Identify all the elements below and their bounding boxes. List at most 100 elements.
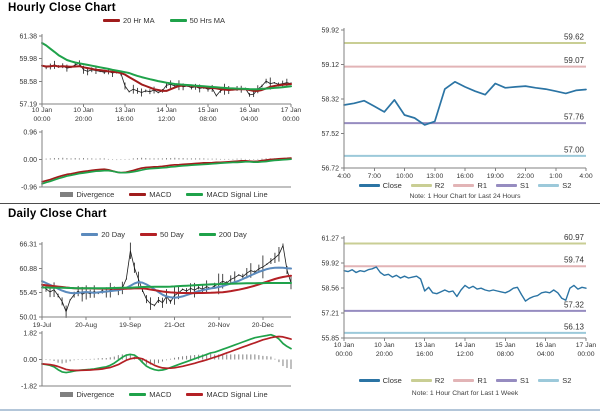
y-tick-label: 58.32 (321, 97, 339, 104)
divergence-bar (222, 354, 224, 360)
divergence-bar (141, 157, 143, 160)
divergence-bar (166, 359, 167, 361)
x-tick-label: 16 Jan (239, 107, 260, 114)
hourly-pivot-chart: 59.62 59.07 57.76 57.00 59.92 59.12 58.32 57.52… (321, 28, 592, 181)
legend-item-200-day: 200 Day (198, 230, 247, 239)
legend-label: 50 Day (160, 230, 184, 239)
pivot-label-s1: 57.32 (564, 300, 585, 309)
divergence-bar (89, 358, 91, 360)
legend-swatch (60, 192, 74, 197)
x-tick-label: 4:00 (579, 173, 592, 180)
legend-item-r1: R1 (453, 376, 487, 385)
legend-swatch (410, 184, 432, 187)
divergence-bar (93, 358, 95, 360)
x-tick-label: 19:00 (487, 173, 504, 180)
pivot-label-r1: 59.74 (564, 256, 585, 265)
x-tick-label: 10 Jan (374, 342, 395, 349)
y-tick-label: -0.96 (21, 185, 37, 192)
divergence-bar (240, 158, 242, 160)
y-tick-label: 57.19 (19, 102, 37, 109)
divergence-bar (99, 158, 101, 160)
legend-swatch (186, 393, 204, 396)
legend-swatch (169, 19, 187, 22)
x-tick-label: 20-Dec (252, 322, 275, 329)
series-200-day (41, 282, 292, 290)
legend-item-20-hr-ma: 20 Hr MA (102, 16, 155, 25)
series-macd (41, 333, 292, 374)
divergence-bar (258, 355, 260, 360)
y-tick-label: 56.72 (321, 166, 339, 173)
divergence-bar (195, 158, 197, 160)
legend-swatch (186, 193, 204, 196)
legend-label: R2 (434, 181, 445, 190)
x-tick-label: 17 Jan (576, 342, 597, 349)
series-50-hrs-ma (41, 42, 292, 91)
divergence-bar (78, 158, 80, 160)
divergence-bar (228, 158, 230, 160)
legend-swatch (60, 392, 74, 397)
divergence-bar (113, 356, 115, 360)
x-tick-label: 04:00 (537, 351, 554, 358)
divergence-bar (109, 357, 111, 360)
divergence-bar (161, 359, 163, 362)
legend-item-macd: MACD (129, 190, 171, 199)
divergence-bar (211, 158, 213, 160)
legend-swatch (129, 393, 147, 396)
divergence-bar (250, 354, 252, 360)
divergence-bar (120, 159, 122, 160)
divergence-bar (246, 354, 248, 360)
hourly-close-panel: Hourly Close Chart 20 Hr MA 50 Hrs MA 61.… (0, 0, 301, 203)
legend-label: Divergence (76, 190, 115, 199)
x-tick-label: 10 Jan (32, 107, 53, 114)
divergence-bar (186, 158, 188, 160)
x-tick-label: 12:00 (158, 116, 175, 123)
divergence-bar (70, 158, 72, 160)
divergence-bar (249, 159, 250, 160)
legend-label: 200 Day (218, 230, 247, 239)
legend-swatch (453, 184, 475, 187)
x-tick-label: 19-Sep (119, 322, 141, 329)
y-tick-label: 55.85 (321, 336, 339, 343)
x-tick-label: 00:00 (282, 116, 299, 123)
divergence-bar (157, 158, 159, 160)
divergence-bar (224, 158, 226, 160)
x-tick-label: 20-Aug (75, 322, 97, 329)
divergence-bar (234, 354, 236, 360)
x-tick-label: 00:00 (33, 116, 50, 123)
legend-item-50-hrs-ma: 50 Hrs MA (169, 16, 225, 25)
legend-label: R2 (434, 376, 445, 385)
daily-price-legend: 20 Day 50 Day 200 Day (34, 230, 294, 239)
daily-macd-legend: Divergence MACD MACD Signal Line (34, 390, 294, 399)
pivot-label-r2: 59.62 (564, 32, 585, 41)
y-tick-label: 0.00 (23, 157, 37, 164)
divergence-bar (132, 158, 134, 160)
legend-swatch (496, 184, 517, 187)
divergence-bar (174, 357, 176, 360)
divergence-bar (232, 158, 234, 160)
legend-swatch (198, 233, 216, 236)
legend-swatch (496, 379, 517, 382)
divergence-bar (270, 356, 272, 360)
divergence-bar (236, 158, 238, 160)
pivot-label-s2: 56.13 (564, 322, 585, 331)
divergence-bar (282, 359, 284, 367)
x-tick-label: 7:00 (368, 173, 381, 180)
x-tick-label: 16:00 (416, 351, 433, 358)
legend-item-s1: S1 (496, 376, 529, 385)
y-tick-label: 61.38 (19, 34, 37, 41)
divergence-bar (49, 359, 51, 361)
divergence-bar (61, 359, 63, 364)
series-macd-signal-line (41, 158, 292, 185)
divergence-bar (69, 359, 71, 362)
x-tick-label: 16 Jan (535, 342, 556, 349)
y-tick-label: 60.88 (19, 266, 37, 273)
legend-label: MACD Signal Line (206, 190, 268, 199)
y-tick-label: 59.98 (19, 56, 37, 63)
divergence-bar (286, 359, 288, 368)
x-tick-label: 00:00 (335, 351, 352, 358)
legend-label: MACD Signal Line (206, 390, 268, 399)
divergence-bar (157, 359, 159, 364)
divergence-bar (226, 354, 228, 360)
divergence-bar (170, 158, 172, 160)
